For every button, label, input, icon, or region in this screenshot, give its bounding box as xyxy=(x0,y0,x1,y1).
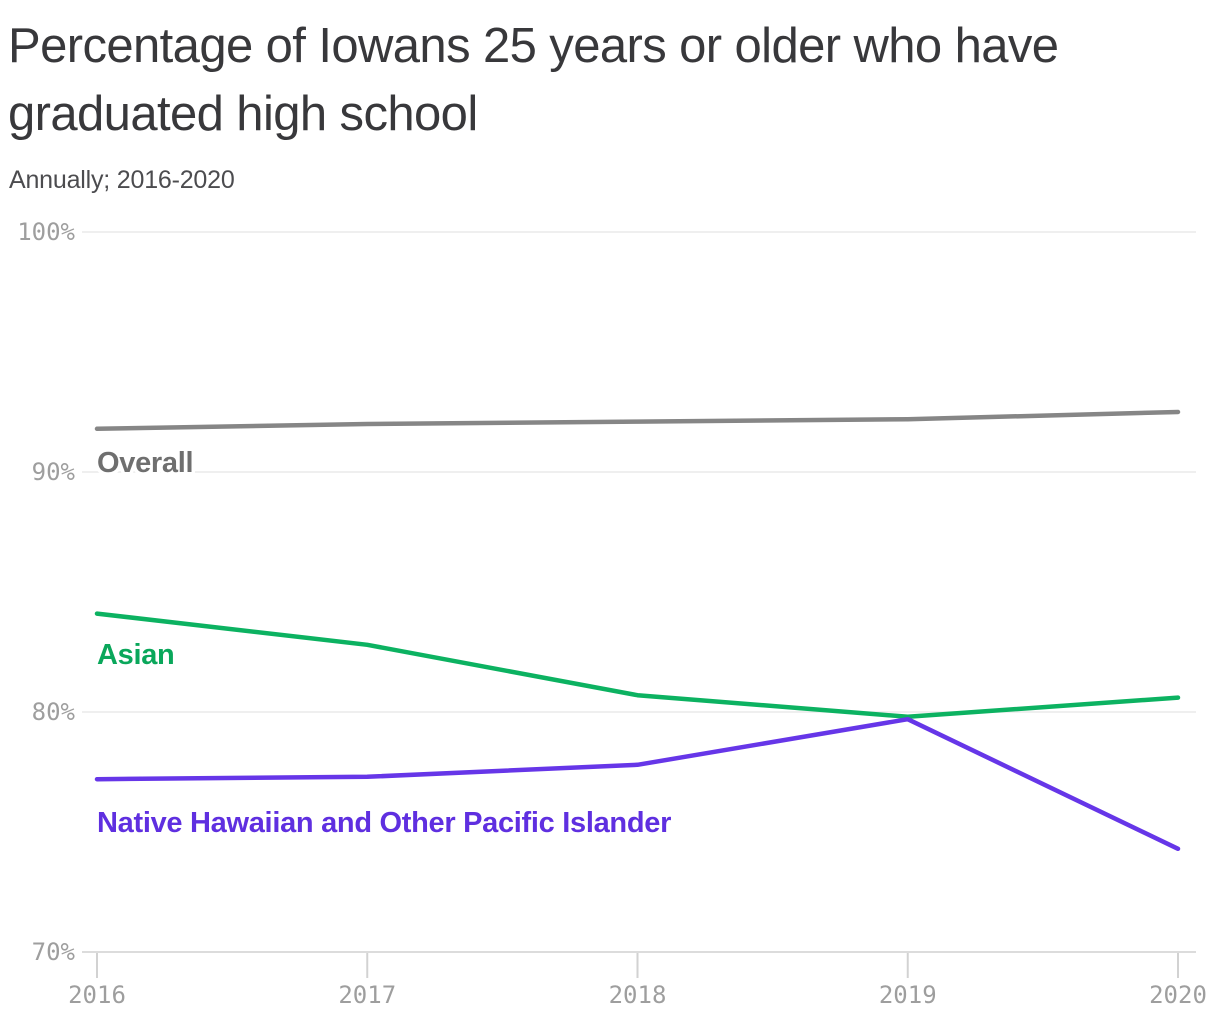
series-label-overall: Overall xyxy=(97,447,193,479)
x-axis-tick-label: 2020 xyxy=(1149,981,1207,1009)
series-line-asian xyxy=(94,611,1181,720)
x-axis-tick-label: 2017 xyxy=(338,981,396,1009)
series-line-overall xyxy=(94,409,1181,432)
x-axis-tick-label: 2016 xyxy=(68,981,126,1009)
chart-subtitle: Annually; 2016-2020 xyxy=(9,166,235,194)
chart-title: Percentage of Iowans 25 years or older w… xyxy=(8,19,1059,141)
x-axis-tick-label: 2018 xyxy=(609,981,667,1009)
series-label-asian: Asian xyxy=(97,639,174,671)
y-axis-tick-label: 100% xyxy=(17,218,75,246)
y-axis-tick-label: 70% xyxy=(32,938,76,966)
y-axis-tick-label: 80% xyxy=(32,698,76,726)
x-axis-tick-label: 2019 xyxy=(879,981,937,1009)
y-axis-tick-label: 90% xyxy=(32,458,76,486)
series-label-native-hawaiian-and-other-pacific-islander: Native Hawaiian and Other Pacific Island… xyxy=(97,807,671,839)
series-line-native-hawaiian-and-other-pacific-islander xyxy=(94,716,1181,852)
